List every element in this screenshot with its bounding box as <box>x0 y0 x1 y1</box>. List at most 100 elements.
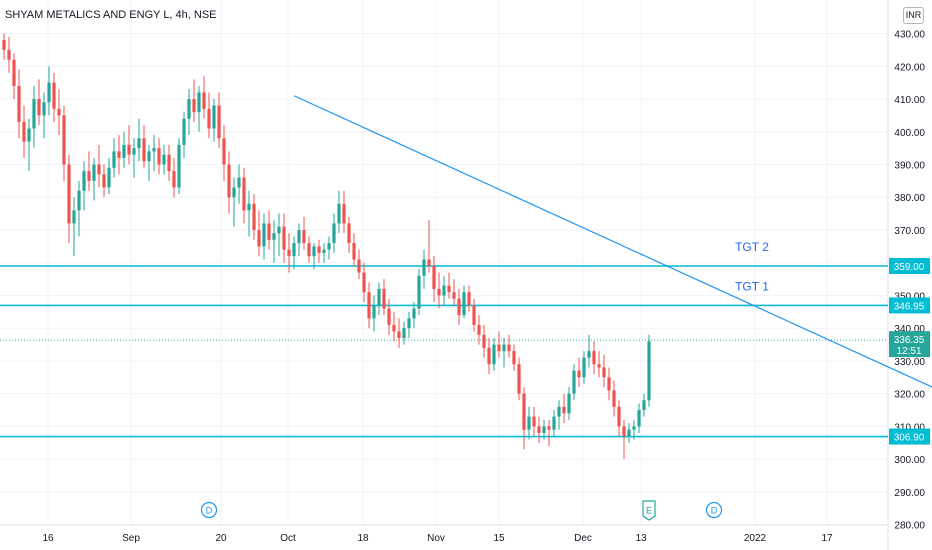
candle-body <box>502 344 506 352</box>
candle-body <box>552 416 556 430</box>
candle <box>562 393 566 424</box>
candle <box>327 236 331 260</box>
candle-body <box>302 229 306 244</box>
y-tick-label: 350.00 <box>894 291 925 302</box>
candle-body <box>537 426 541 433</box>
candle-body <box>177 144 181 188</box>
candle <box>612 380 616 417</box>
candle <box>87 151 91 191</box>
y-tick-label: 290.00 <box>894 488 925 499</box>
candle-body <box>432 265 436 289</box>
candle-body <box>402 328 406 339</box>
candle-body <box>182 118 186 145</box>
candle-body <box>517 364 521 394</box>
candle-body <box>157 148 161 165</box>
y-tick-label: 430.00 <box>894 30 925 41</box>
candle-body <box>317 246 321 253</box>
candle <box>637 403 641 433</box>
candle-body <box>442 285 446 296</box>
candle <box>367 282 371 329</box>
candle <box>62 105 66 181</box>
candle <box>537 416 541 443</box>
x-tick-label: Oct <box>280 533 296 544</box>
candle <box>502 338 506 368</box>
candle-body <box>192 99 196 113</box>
candle-body <box>122 144 126 158</box>
candle <box>457 288 461 325</box>
candle-body <box>257 229 261 247</box>
candle-body <box>77 190 81 211</box>
candle-body <box>427 259 431 266</box>
candle <box>272 220 276 263</box>
candle <box>252 193 256 240</box>
candle-body <box>67 164 71 224</box>
candle-body <box>507 344 511 352</box>
dividend-marker[interactable]: D <box>705 501 723 519</box>
candle-body <box>577 370 581 378</box>
candle <box>152 135 156 172</box>
candle-body <box>527 416 531 430</box>
currency-button[interactable]: INR <box>903 7 924 24</box>
level-price-label: 359.00 <box>894 262 925 273</box>
candle-body <box>482 334 486 348</box>
y-tick-label: 390.00 <box>894 161 925 172</box>
candle <box>142 125 146 168</box>
candle <box>467 285 471 312</box>
candle-body <box>372 305 376 319</box>
candle-body <box>167 154 171 172</box>
candle <box>257 210 261 257</box>
candle-body <box>387 308 391 325</box>
candle-body <box>57 108 61 116</box>
candle-body <box>297 229 301 244</box>
candle <box>552 410 556 437</box>
candle <box>527 406 531 440</box>
candle-body <box>107 167 111 188</box>
candle <box>642 393 646 417</box>
x-tick-label: 15 <box>493 533 505 544</box>
x-tick-label: Nov <box>427 533 445 544</box>
candle-body <box>547 426 551 430</box>
candle <box>602 354 606 388</box>
candle-body <box>187 99 191 119</box>
level-price-tag <box>889 428 930 445</box>
earnings-marker[interactable]: E <box>642 500 656 521</box>
x-tick-label: Dec <box>574 533 592 544</box>
candle <box>92 157 96 201</box>
candle-body <box>452 292 456 299</box>
candle <box>177 138 181 194</box>
event-marker-letter: E <box>646 506 652 516</box>
y-tick-label: 320.00 <box>894 390 925 401</box>
candle <box>77 180 81 237</box>
x-tick-label: Sep <box>122 533 140 544</box>
dividend-marker[interactable]: D <box>200 501 218 519</box>
candle <box>107 157 111 194</box>
candle-body <box>567 393 571 414</box>
candle <box>2 33 6 60</box>
level-name-label: TGT 1 <box>735 279 769 293</box>
candle-body <box>252 203 256 230</box>
candle <box>322 243 326 263</box>
candle <box>207 92 211 139</box>
candle <box>362 262 366 303</box>
candle-body <box>622 426 626 437</box>
candle-body <box>287 249 291 257</box>
candle <box>262 213 266 260</box>
candle-body <box>272 233 276 240</box>
level-name-label: TGT 2 <box>735 240 769 254</box>
candle <box>242 167 246 224</box>
candle <box>447 272 451 299</box>
candle <box>462 285 466 319</box>
candle-body <box>87 171 91 181</box>
candle-body <box>342 203 346 224</box>
level-price-label: 346.95 <box>894 301 925 312</box>
candle <box>352 233 356 266</box>
candle <box>57 89 61 136</box>
candle-body <box>132 148 136 155</box>
candle-body <box>457 298 461 316</box>
candle-body <box>147 151 151 162</box>
candle-body <box>562 406 566 414</box>
candle-body <box>152 148 156 152</box>
candle-body <box>202 92 206 109</box>
y-tick-label: 400.00 <box>894 128 925 139</box>
